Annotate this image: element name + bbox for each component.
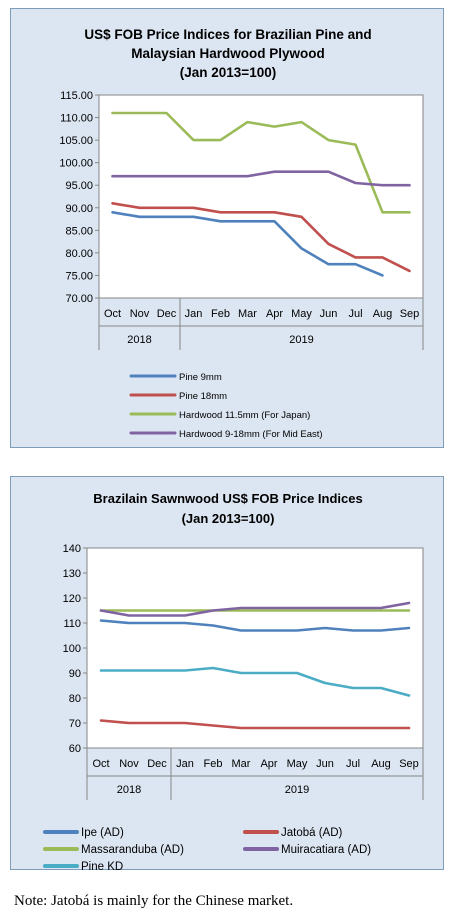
x-tick-label: Jan [185, 308, 203, 320]
series-line [99, 719, 411, 730]
y-tick-label: 110.00 [60, 113, 93, 125]
series-line [99, 666, 411, 697]
year-label: 2019 [285, 784, 309, 796]
chart-title: (Jan 2013=100) [180, 65, 276, 80]
y-tick-label: 120 [63, 593, 81, 605]
y-tick-label: 100 [63, 643, 81, 655]
y-tick-label: 80 [69, 693, 81, 705]
y-tick-label: 140 [63, 543, 81, 555]
x-tick-label: Apr [260, 758, 277, 770]
legend-label: Ipe (AD) [81, 827, 124, 839]
y-tick-label: 110 [63, 618, 81, 630]
y-tick-label: 75.00 [65, 270, 93, 282]
x-tick-label: Aug [371, 758, 391, 770]
x-tick-label: Nov [119, 758, 139, 770]
series-line [111, 202, 411, 273]
footnote: Note: Jatobá is mainly for the Chinese m… [14, 893, 294, 909]
x-tick-label: Sep [400, 308, 420, 320]
legend-label: Massaranduba (AD) [81, 844, 184, 856]
x-tick-label: Jul [346, 758, 360, 770]
chart-title: (Jan 2013=100) [182, 511, 275, 526]
year-label: 2018 [117, 784, 141, 796]
y-tick-label: 90.00 [65, 203, 93, 215]
y-tick-label: 85.00 [65, 225, 93, 237]
legend-label: Jatobá (AD) [281, 827, 343, 839]
x-tick-label: May [291, 308, 312, 320]
x-tick-label: May [287, 758, 308, 770]
x-tick-label: Apr [266, 308, 283, 320]
y-tick-label: 130 [63, 568, 81, 580]
plot-area [86, 547, 424, 749]
series-line [111, 170, 411, 187]
y-tick-label: 100.00 [59, 158, 93, 170]
x-tick-label: Jul [348, 308, 362, 320]
legend-label: Pine KD [81, 861, 123, 871]
year-label: 2019 [289, 334, 313, 346]
x-tick-label: Jun [320, 308, 338, 320]
plywood-price-chart: US$ FOB Price Indices for Brazilian Pine… [59, 27, 424, 440]
plywood-chart-panel: US$ FOB Price Indices for Brazilian Pine… [10, 8, 444, 448]
y-tick-label: 90 [69, 668, 81, 680]
legend-label: Hardwood 11.5mm (For Japan) [179, 410, 310, 421]
series-line [111, 111, 411, 214]
x-tick-label: Feb [204, 758, 223, 770]
chart-title: US$ FOB Price Indices for Brazilian Pine… [84, 27, 371, 42]
series-line [99, 601, 411, 617]
x-tick-label: Mar [238, 308, 257, 320]
legend-label: Pine 18mm [179, 391, 227, 402]
sawnwood-price-chart: Brazilain Sawnwood US$ FOB Price Indices… [43, 491, 424, 871]
legend-label: Muiracatiara (AD) [281, 844, 371, 856]
x-tick-label: Jan [176, 758, 194, 770]
x-tick-label: Sep [399, 758, 419, 770]
sawnwood-chart-panel: Brazilain Sawnwood US$ FOB Price Indices… [10, 476, 444, 871]
x-tick-label: Feb [211, 308, 230, 320]
y-tick-label: 60 [69, 743, 81, 755]
y-tick-label: 70.00 [65, 293, 93, 305]
y-tick-label: 95.00 [65, 180, 93, 192]
x-tick-label: Oct [92, 758, 109, 770]
y-tick-label: 105.00 [59, 135, 93, 147]
x-tick-label: Jun [316, 758, 334, 770]
series-line [111, 211, 384, 277]
series-line [99, 619, 411, 632]
y-tick-label: 80.00 [65, 248, 93, 260]
x-tick-label: Oct [104, 308, 121, 320]
y-tick-label: 115.00 [60, 90, 93, 102]
plot-area [98, 94, 424, 299]
chart-title: Brazilain Sawnwood US$ FOB Price Indices [93, 491, 362, 506]
legend-label: Hardwood 9-18mm (For Mid East) [179, 429, 323, 440]
x-tick-label: Dec [157, 308, 177, 320]
x-tick-label: Nov [130, 308, 150, 320]
x-tick-label: Mar [232, 758, 251, 770]
chart-title: Malaysian Hardwood Plywood [131, 46, 325, 61]
x-tick-label: Dec [147, 758, 167, 770]
y-tick-label: 70 [69, 718, 81, 730]
year-label: 2018 [127, 334, 151, 346]
legend-label: Pine 9mm [179, 372, 222, 383]
x-tick-label: Aug [373, 308, 393, 320]
